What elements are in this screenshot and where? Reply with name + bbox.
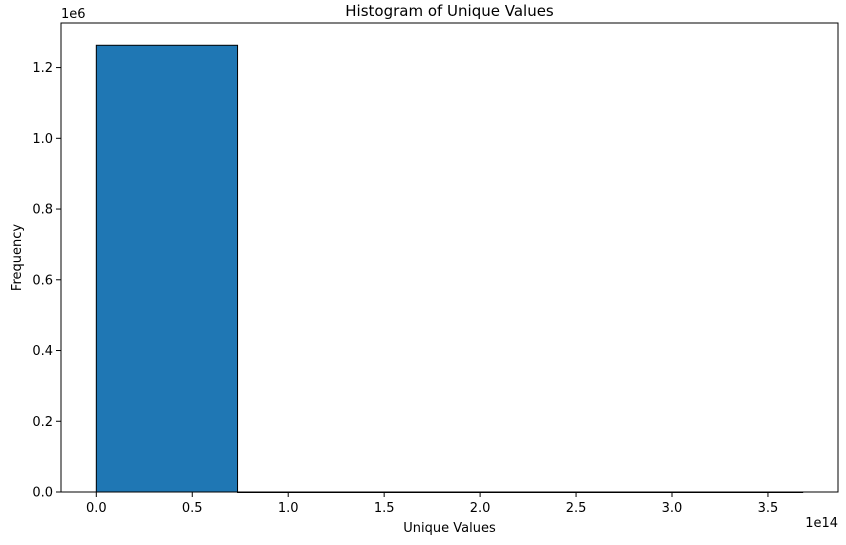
- x-tick-label: 0.5: [182, 501, 203, 516]
- x-axis-ticks: 0.0 0.5 1.0 1.5 2.0 2.5 3.0 3.5: [86, 492, 778, 516]
- chart-title: Histogram of Unique Values: [345, 2, 554, 20]
- y-tick-label: 0.0: [32, 486, 53, 501]
- y-axis-offset-label: 1e6: [61, 7, 86, 22]
- y-tick-label: 0.6: [32, 273, 53, 288]
- y-tick-label: 1.2: [32, 61, 53, 76]
- y-axis-ticks: 0.0 0.2 0.4 0.6 0.8 1.0 1.2: [32, 61, 61, 501]
- y-tick-label: 1.0: [32, 132, 53, 147]
- plot-area-frame: [60, 22, 839, 493]
- x-tick-label: 3.5: [758, 501, 779, 516]
- x-tick-label: 2.0: [470, 501, 491, 516]
- x-tick-label: 1.5: [374, 501, 395, 516]
- x-axis-label: Unique Values: [403, 521, 496, 536]
- histogram-bar-1: [95, 44, 239, 493]
- x-tick-label: 1.0: [278, 501, 299, 516]
- y-tick-label: 0.2: [32, 415, 53, 430]
- x-axis-offset-label: 1e14: [805, 516, 838, 531]
- x-tick-label: 2.5: [566, 501, 587, 516]
- x-tick-label: 3.0: [662, 501, 683, 516]
- y-axis-label: Frequency: [10, 224, 25, 291]
- x-tick-label: 0.0: [86, 501, 107, 516]
- y-tick-label: 0.4: [32, 344, 53, 359]
- y-tick-label: 0.8: [32, 203, 53, 218]
